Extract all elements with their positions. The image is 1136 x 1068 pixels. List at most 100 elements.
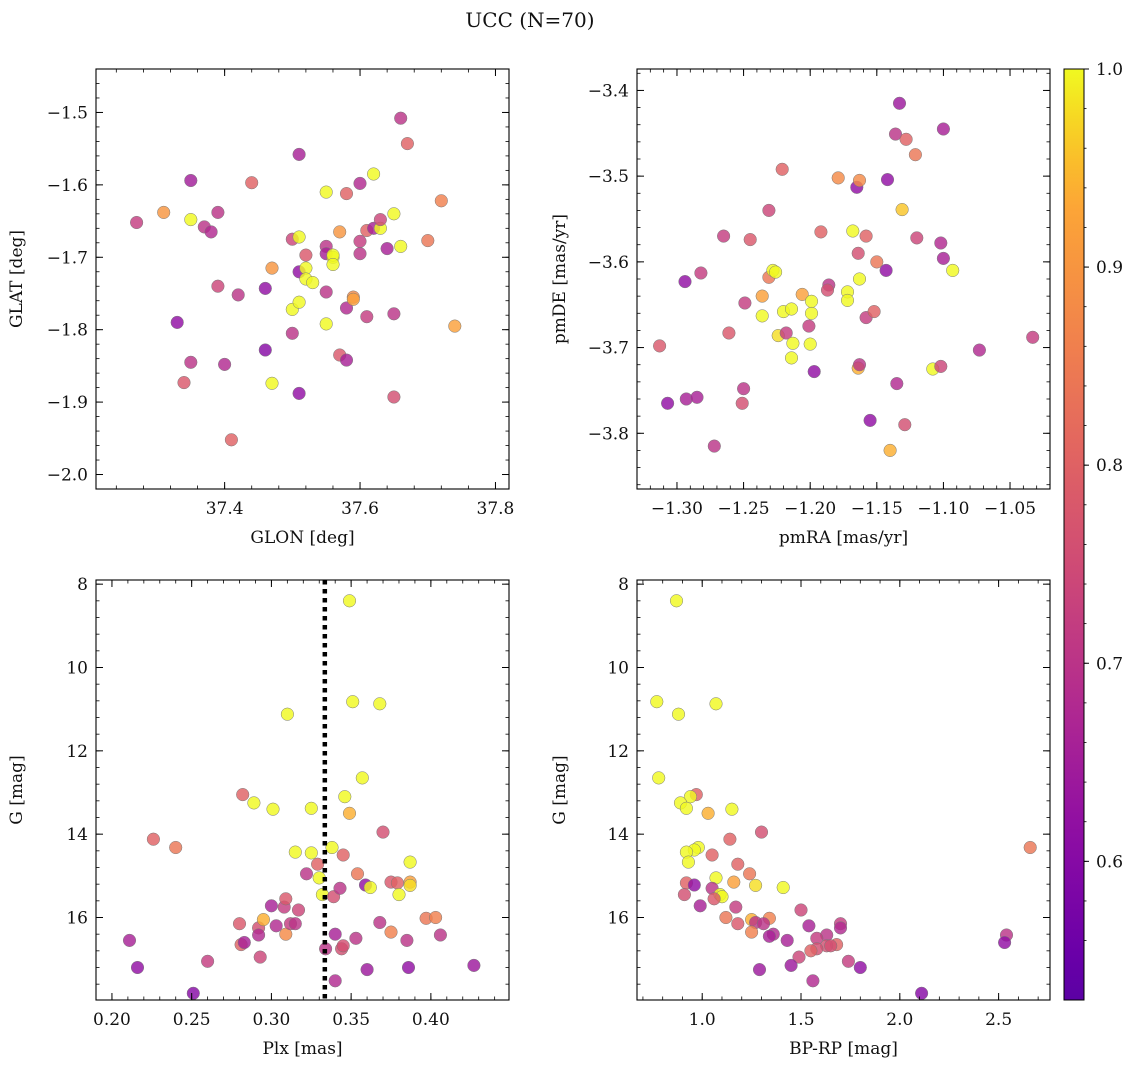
data-point (687, 878, 701, 892)
data-point (342, 806, 357, 820)
data-point (201, 954, 215, 968)
y-tick-label: 12 (66, 742, 88, 762)
data-point (311, 857, 325, 871)
data-point (336, 939, 350, 953)
y-tick-label: −3.7 (588, 339, 629, 359)
data-point (170, 315, 184, 329)
data-point (346, 695, 360, 709)
data-point (693, 899, 707, 913)
data-point (264, 899, 278, 913)
data-point (737, 382, 751, 396)
data-point (729, 900, 743, 914)
data-point (285, 326, 299, 340)
data-point (859, 229, 873, 243)
data-point (339, 301, 354, 315)
data-point (754, 825, 769, 839)
scatter-points (653, 96, 1040, 457)
panel-plx-g: 0.20 0.25 0.30 0.35 0.40 8 10 12 14 16 Plx [mas] G … (7, 575, 510, 1059)
data-point (762, 929, 776, 943)
x-tick-label: 37.4 (206, 499, 244, 519)
data-point (755, 289, 769, 303)
data-point (367, 167, 381, 181)
x-tick-label: 2.5 (985, 1010, 1012, 1030)
data-point (258, 281, 272, 295)
data-point (401, 960, 416, 975)
panel-bprp-g: 1.0 1.5 2.0 2.5 8 10 12 14 16 BP-RP [mag] G [mag] (550, 575, 1051, 1059)
data-point (328, 927, 342, 941)
data-point (898, 418, 912, 432)
data-point (333, 225, 347, 239)
data-point (421, 234, 435, 248)
data-point (743, 233, 757, 247)
data-point (218, 357, 232, 371)
data-point (146, 832, 160, 846)
data-point (652, 771, 666, 785)
data-point (376, 825, 390, 839)
data-point (184, 355, 198, 369)
axes-frame (95, 579, 510, 1001)
y-tick-label: 16 (607, 909, 629, 929)
data-point (653, 339, 667, 353)
data-point (678, 275, 692, 289)
data-point (360, 310, 374, 324)
data-point (745, 925, 759, 939)
x-axis-label: GLON [deg] (250, 528, 354, 548)
colorbar: 0.6 0.7 0.8 0.9 1.0 (1063, 60, 1123, 1001)
data-point (186, 986, 200, 1000)
data-point (867, 305, 881, 319)
data-point (890, 377, 904, 391)
data-point (392, 888, 406, 902)
data-point (946, 263, 960, 277)
data-point (394, 239, 408, 253)
data-point (806, 974, 820, 988)
data-point (784, 302, 799, 316)
data-point (681, 855, 695, 869)
data-point (679, 801, 693, 815)
data-point (363, 880, 377, 895)
data-point (717, 229, 731, 243)
axes-frame (95, 68, 510, 490)
colorbar-gradient (1063, 68, 1085, 1001)
data-point (291, 903, 306, 917)
data-point (683, 790, 697, 804)
data-point (723, 832, 737, 846)
data-point (677, 888, 691, 902)
data-point (879, 263, 893, 277)
data-point (661, 396, 675, 410)
data-point (224, 433, 238, 447)
colorbar-tick-label: 1.0 (1096, 60, 1123, 80)
data-point (936, 122, 950, 136)
scatter-points (650, 594, 1037, 1000)
data-point (169, 840, 183, 855)
data-point (319, 317, 333, 331)
axis-ticks: 1.0 1.5 2.0 2.5 8 10 12 14 16 (607, 575, 1050, 1030)
x-tick-label: 37.6 (341, 499, 379, 519)
x-tick-label: −1.25 (718, 499, 770, 519)
data-point (429, 910, 443, 925)
x-tick-label: 0.25 (173, 1010, 211, 1030)
data-point (910, 231, 924, 245)
data-point (756, 917, 771, 931)
data-point (403, 855, 417, 869)
data-point (236, 788, 250, 802)
x-tick-label: 0.20 (93, 1010, 131, 1030)
data-point (265, 261, 279, 275)
data-point (776, 880, 790, 895)
data-point (701, 806, 715, 820)
y-tick-label: 12 (607, 742, 629, 762)
data-point (749, 878, 763, 892)
data-point (130, 960, 145, 975)
data-point (400, 933, 414, 947)
data-point (725, 802, 739, 816)
data-point (908, 148, 922, 162)
data-point (346, 292, 360, 306)
data-point (387, 307, 401, 321)
data-point (211, 279, 225, 293)
data-point (779, 326, 793, 340)
data-point (306, 276, 320, 290)
data-point (434, 194, 448, 208)
data-point (892, 96, 907, 110)
data-point (824, 939, 838, 953)
x-tick-label: 0.35 (332, 1010, 370, 1030)
